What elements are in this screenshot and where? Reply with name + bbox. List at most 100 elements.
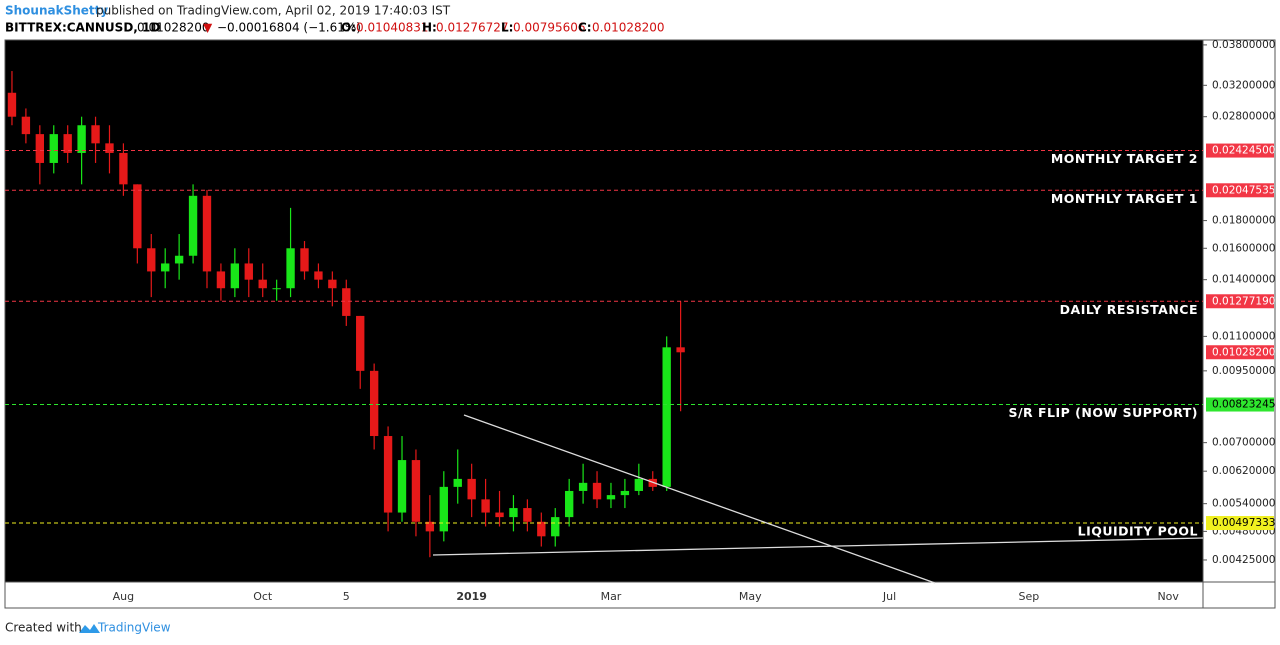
publisher[interactable]: ShounakShetty	[5, 4, 108, 18]
ohlc-value: 0.00795606	[513, 21, 586, 35]
level-label: LIQUIDITY POOL	[1078, 524, 1198, 539]
y-tick-label: 0.00425000	[1212, 554, 1275, 566]
level-price-box	[1206, 183, 1274, 198]
candle-body	[662, 347, 671, 487]
candle-body	[342, 288, 351, 316]
candle-body	[202, 195, 212, 272]
candle-body	[272, 288, 281, 290]
candle-body	[216, 271, 226, 289]
level-price-box	[1206, 143, 1274, 158]
y-tick-label: 0.00950000	[1212, 365, 1275, 377]
candle-body	[49, 134, 58, 163]
level-price-label: 0.01277190	[1212, 295, 1275, 307]
candle-body	[467, 478, 476, 500]
ohlc-label: O:	[341, 21, 356, 35]
candle-body	[592, 482, 602, 500]
level-price-box	[1206, 516, 1274, 531]
candle-body	[453, 478, 462, 487]
last-price-label: 0.01028200	[1212, 346, 1275, 358]
candle-body	[411, 460, 421, 522]
candle-body	[537, 521, 546, 537]
candle-body	[258, 279, 267, 289]
footer-text: Created with	[5, 621, 82, 635]
x-tick-label: Sep	[1019, 590, 1040, 603]
candle-body	[369, 370, 379, 437]
ohlc-label: L:	[501, 21, 513, 35]
ohlc-value: 0.01040831	[356, 21, 429, 35]
candle-body	[425, 521, 435, 532]
level-price-label: 0.00823245	[1212, 399, 1275, 411]
candle-body	[119, 152, 128, 185]
y-tick-label: 0.00620000	[1212, 465, 1275, 477]
x-tick-label: Mar	[601, 590, 622, 603]
level-label: S/R FLIP (NOW SUPPORT)	[1008, 405, 1198, 420]
y-tick-label: 0.00700000	[1212, 437, 1275, 449]
candle-body	[439, 486, 448, 532]
footer-logo	[79, 624, 100, 633]
candle-body	[328, 279, 337, 289]
level-price-label: 0.02047535	[1212, 184, 1275, 196]
candle-body	[188, 195, 198, 256]
candle-body	[397, 460, 407, 513]
candle-body	[21, 116, 31, 135]
change-arrow: ▼	[203, 21, 213, 35]
trend-line	[463, 414, 936, 584]
level-price-label: 0.00497333	[1212, 517, 1275, 529]
candle-body	[481, 499, 490, 513]
footer-brand[interactable]: TradingView	[97, 621, 171, 635]
symbol: BITTREX:CANNUSD, 1D	[5, 21, 160, 35]
candle-body	[495, 512, 504, 518]
candle-body	[133, 184, 142, 249]
candle-body	[147, 248, 156, 272]
change: −0.00016804 (−1.61%)	[217, 21, 361, 35]
last-price-box	[1206, 345, 1274, 360]
candle-body	[286, 248, 295, 289]
x-tick-label: Nov	[1157, 590, 1179, 603]
candle-body	[161, 263, 170, 272]
price: 0.01028200	[137, 21, 210, 35]
x-tick-label: May	[739, 590, 762, 603]
candle-body	[77, 125, 86, 153]
level-price-box	[1206, 397, 1274, 412]
candle-body	[564, 490, 574, 518]
level-price-box	[1206, 294, 1274, 309]
plot	[5, 71, 1203, 558]
candle-body	[676, 347, 685, 353]
candle-body	[606, 495, 616, 500]
x-tick-label: Aug	[113, 590, 134, 603]
frame	[4, 39, 1276, 609]
candle-body	[551, 517, 560, 537]
ohlc-label: C:	[578, 21, 592, 35]
y-tick-label: 0.00540000	[1212, 498, 1275, 510]
candle-body	[63, 134, 72, 153]
trend-line	[432, 537, 1204, 556]
candle-body	[35, 134, 45, 163]
candle-body	[578, 482, 588, 491]
candle-body	[105, 143, 114, 153]
y-tick-label: 0.01100000	[1212, 330, 1275, 342]
candle-body	[7, 92, 17, 117]
candle-body	[383, 436, 393, 513]
level-label: DAILY RESISTANCE	[1060, 302, 1198, 317]
candle-body	[356, 315, 365, 371]
x-tick-label: Oct	[253, 590, 273, 603]
plot-area	[5, 40, 1203, 582]
x-tick-label: Jul	[882, 590, 896, 603]
candle-body	[300, 248, 309, 272]
x-tick-label: 5	[343, 590, 350, 603]
y-tick-label: 0.01600000	[1212, 242, 1275, 254]
candle-body	[230, 263, 240, 289]
level-label: MONTHLY TARGET 1	[1051, 191, 1198, 206]
candle-body	[314, 271, 323, 280]
candle-body	[509, 508, 518, 518]
ohlc-value: 0.01028200	[592, 21, 665, 35]
level-price-label: 0.02424500	[1212, 145, 1275, 157]
candle-body	[620, 490, 630, 496]
candle-body	[174, 255, 184, 264]
y-tick-label: 0.02800000	[1212, 111, 1275, 123]
y-tick-label: 0.03800000	[1212, 39, 1275, 51]
y-tick-label: 0.03200000	[1212, 79, 1275, 91]
ohlc-label: H:	[422, 21, 437, 35]
